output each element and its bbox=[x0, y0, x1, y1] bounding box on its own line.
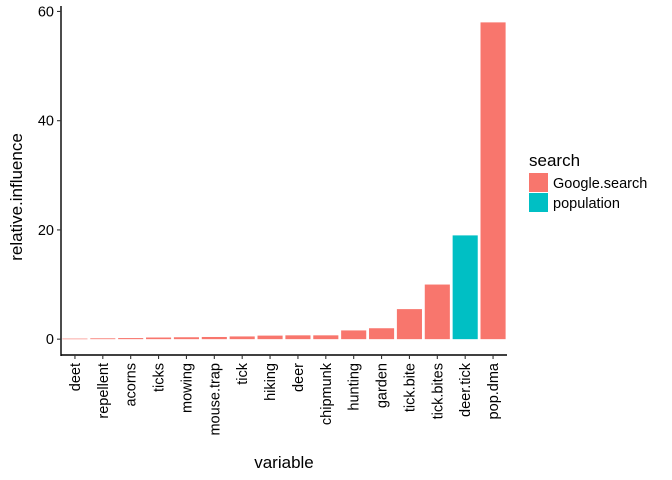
x-tick-label: deer.tick bbox=[458, 362, 474, 417]
bar-tick bbox=[229, 336, 255, 340]
bar-repellent bbox=[90, 338, 116, 340]
bar-tick.bites bbox=[424, 284, 450, 340]
x-tick-label: pop.dma bbox=[486, 362, 502, 419]
bar-deer.tick bbox=[452, 235, 478, 340]
x-tick-label: chipmunk bbox=[319, 362, 335, 425]
y-axis: 0 20 40 60 bbox=[38, 4, 62, 356]
bar-ticks bbox=[146, 337, 172, 340]
x-tick-label: deer bbox=[291, 363, 307, 392]
bar-hiking bbox=[257, 335, 283, 340]
x-tick-label: hunting bbox=[347, 363, 363, 411]
y-tick-label: 60 bbox=[38, 4, 54, 20]
bar-garden bbox=[369, 328, 395, 340]
x-axis: deet repellent acorns ticks mowing mouse.trap… bbox=[61, 354, 507, 436]
x-tick-label: mouse.trap bbox=[207, 363, 223, 436]
bars-group bbox=[62, 22, 506, 340]
y-tick-label: 20 bbox=[38, 223, 54, 239]
x-tick-label: deet bbox=[68, 363, 84, 391]
legend-label: population bbox=[553, 196, 620, 212]
y-tick-label: 0 bbox=[46, 332, 54, 348]
x-tick-label: tick.bite bbox=[402, 363, 418, 412]
x-tick-label: mowing bbox=[179, 363, 195, 413]
x-tick-label: garden bbox=[375, 363, 391, 408]
legend-title: search bbox=[529, 151, 580, 170]
bar-mouse.trap bbox=[201, 336, 227, 340]
bar-chipmunk bbox=[313, 335, 339, 340]
legend: search Google.search population bbox=[529, 151, 647, 212]
bar-hunting bbox=[341, 330, 367, 340]
legend-swatch bbox=[529, 193, 548, 212]
x-tick-label: tick bbox=[235, 362, 251, 385]
y-tick-label: 40 bbox=[38, 114, 54, 130]
x-tick-label: ticks bbox=[152, 363, 168, 392]
x-tick-label: repellent bbox=[96, 363, 112, 419]
bar-deer bbox=[285, 335, 311, 340]
bar-pop.dma bbox=[480, 22, 506, 340]
x-tick-label: hiking bbox=[263, 363, 279, 401]
bar-deet bbox=[62, 338, 88, 340]
x-tick-label: acorns bbox=[124, 363, 140, 407]
bar-acorns bbox=[118, 338, 144, 340]
y-axis-title: relative.influence bbox=[7, 133, 26, 261]
x-axis-title: variable bbox=[254, 453, 314, 472]
legend-label: Google.search bbox=[553, 176, 647, 192]
x-tick-label: tick.bites bbox=[430, 363, 446, 419]
legend-swatch bbox=[529, 173, 548, 192]
bar-mowing bbox=[173, 337, 199, 340]
bar-tick.bite bbox=[396, 309, 422, 340]
